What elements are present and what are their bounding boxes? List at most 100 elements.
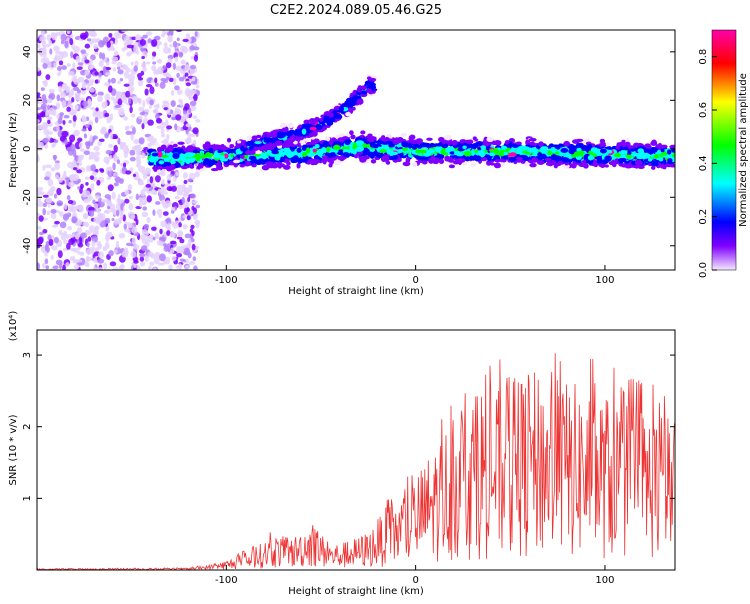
spectrogram-noise-mark bbox=[48, 39, 52, 47]
spectrogram-noise-mark bbox=[62, 213, 70, 221]
spectrogram-band-mark bbox=[265, 133, 272, 139]
spectrogram-band-mark bbox=[555, 151, 560, 155]
spectrogram-noise-mark bbox=[47, 119, 51, 124]
spectrogram-band-mark bbox=[321, 155, 328, 159]
spectrogram-noise-mark bbox=[175, 114, 182, 121]
spectrogram-noise-mark bbox=[103, 156, 110, 164]
spectrogram-band-mark bbox=[476, 141, 484, 147]
spectrogram-band-mark bbox=[621, 146, 628, 151]
spectrogram-band-mark bbox=[266, 162, 272, 169]
spectrogram-noise-mark bbox=[79, 32, 87, 40]
spectrogram-noise-mark bbox=[100, 127, 107, 134]
spectrogram-band-mark bbox=[333, 144, 341, 151]
spectrogram-noise-mark bbox=[44, 143, 48, 150]
spectrogram-noise-mark bbox=[152, 209, 156, 216]
spectrogram-band-mark bbox=[547, 151, 553, 156]
spectrogram-noise-mark bbox=[188, 172, 196, 181]
spectrogram-band-mark bbox=[486, 136, 494, 143]
spectrogram-noise-mark bbox=[86, 242, 90, 247]
spectrogram-noise-mark bbox=[129, 106, 133, 114]
spectrogram-band-mark bbox=[154, 141, 159, 147]
spectrogram-band-mark bbox=[315, 159, 321, 164]
spectrogram-noise-mark bbox=[151, 39, 158, 47]
spectrogram-noise-mark bbox=[41, 262, 46, 269]
spectrogram-band-mark bbox=[455, 144, 463, 149]
spectrogram-band-mark bbox=[630, 148, 636, 152]
spectrogram-band-mark bbox=[586, 159, 591, 164]
spectrogram-band-mark bbox=[412, 139, 419, 144]
spectrogram-noise-mark bbox=[104, 112, 110, 118]
spectrogram-noise-mark bbox=[58, 211, 64, 217]
spectrogram-noise-mark bbox=[79, 148, 85, 152]
spectrogram-noise-mark bbox=[182, 224, 188, 230]
spectrogram-noise-mark bbox=[154, 251, 161, 258]
spectrogram-noise-mark bbox=[185, 258, 189, 264]
spectrogram-noise-mark bbox=[174, 56, 178, 62]
spectrogram-noise-mark bbox=[88, 78, 94, 84]
spectrogram-band-mark bbox=[634, 159, 643, 166]
spectrogram-band-mark bbox=[262, 145, 269, 152]
spectrogram-noise-mark bbox=[61, 65, 67, 71]
spectrogram-noise-mark bbox=[151, 226, 157, 231]
spectrogram-noise-mark bbox=[157, 67, 161, 75]
spectrogram-noise-mark bbox=[113, 172, 118, 177]
spectrogram-noise-mark bbox=[133, 260, 139, 264]
spectrogram-band-mark bbox=[356, 99, 362, 105]
spectrogram-noise-mark bbox=[37, 107, 41, 111]
spectrogram-noise-mark bbox=[67, 199, 74, 205]
spectrogram-noise-mark bbox=[138, 106, 145, 112]
spectrogram-band-mark bbox=[456, 152, 464, 157]
spectrogram-noise-mark bbox=[195, 84, 200, 89]
spectrogram-band-mark bbox=[604, 164, 609, 168]
spectrogram-band-mark bbox=[360, 85, 367, 90]
spectrogram-noise-mark bbox=[53, 139, 59, 144]
spectrogram-band-mark bbox=[315, 123, 322, 130]
spectrogram-noise-mark bbox=[86, 85, 90, 92]
spectrogram-noise-mark bbox=[185, 123, 192, 128]
spectrogram-noise-mark bbox=[117, 193, 121, 202]
spectrogram-noise-mark bbox=[157, 188, 161, 193]
spectrogram-noise-mark bbox=[37, 189, 42, 197]
spectrogram-noise-mark bbox=[50, 167, 56, 172]
spectrogram-noise-mark bbox=[156, 209, 163, 215]
spectrogram-band-mark bbox=[339, 155, 345, 161]
spectrogram-noise-mark bbox=[72, 62, 76, 70]
spectrogram-band-mark bbox=[286, 131, 291, 136]
spectrogram-noise-mark bbox=[160, 168, 166, 177]
spectrogram-noise-mark bbox=[177, 263, 183, 270]
spectrogram-noise-mark bbox=[192, 200, 198, 204]
spectrogram-band-mark bbox=[586, 143, 593, 148]
spectrogram-noise-mark bbox=[104, 81, 110, 87]
spectrogram-y-tick-label: -40 bbox=[22, 238, 33, 254]
spectrogram-noise-mark bbox=[111, 56, 119, 62]
spectrogram-noise-mark bbox=[55, 174, 59, 179]
spectrogram-x-tick-label: -100 bbox=[215, 275, 238, 286]
spectrogram-band-mark bbox=[274, 154, 281, 161]
spectrogram-band-mark bbox=[568, 148, 576, 155]
spectrogram-y-tick-label: -20 bbox=[22, 189, 33, 205]
spectrogram-noise-mark bbox=[66, 106, 71, 112]
spectrogram-noise-mark bbox=[176, 253, 183, 258]
spectrogram-noise-mark bbox=[188, 261, 196, 265]
spectrogram-band-mark bbox=[650, 161, 659, 167]
spectrogram-noise-mark bbox=[130, 61, 134, 66]
spectrogram-band-mark bbox=[457, 159, 463, 166]
spectrogram-noise-mark bbox=[146, 77, 152, 84]
spectrogram-noise-mark bbox=[90, 183, 95, 191]
spectrogram-noise-mark bbox=[160, 127, 165, 135]
snr-x-tick-label: 100 bbox=[595, 575, 614, 586]
spectrogram-noise-mark bbox=[67, 181, 75, 188]
spectrogram-noise-mark bbox=[170, 109, 174, 115]
spectrogram-noise-mark bbox=[190, 80, 198, 85]
spectrogram-noise-mark bbox=[148, 239, 154, 243]
colorbar-ticks: 0.00.20.40.60.8 bbox=[698, 49, 717, 278]
spectrogram-band-mark bbox=[369, 82, 374, 89]
spectrogram-noise-mark bbox=[97, 141, 102, 146]
spectrogram-noise-mark bbox=[133, 65, 138, 72]
spectrogram-band-mark bbox=[571, 156, 577, 162]
spectrogram-noise-mark bbox=[192, 127, 199, 135]
spectrogram-noise-mark bbox=[140, 234, 147, 240]
spectrogram-band-mark bbox=[309, 126, 317, 131]
spectrogram-noise-mark bbox=[194, 171, 200, 178]
spectrogram-noise-mark bbox=[57, 176, 64, 183]
